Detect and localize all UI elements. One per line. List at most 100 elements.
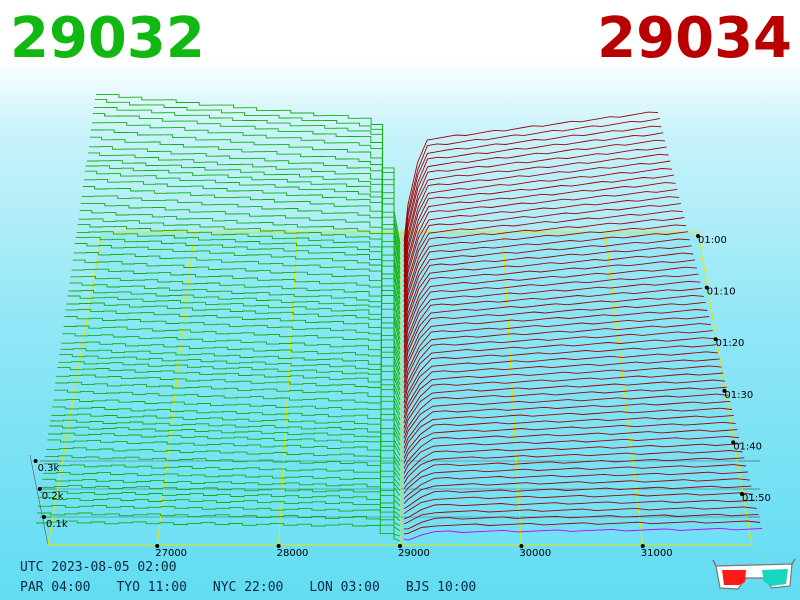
bid-line-33: [69, 282, 401, 375]
bid-line-38: [74, 243, 401, 350]
bid-line-1: [37, 512, 401, 537]
ask-line-40: [403, 245, 692, 338]
city-time-par: PAR 04:00: [20, 580, 91, 595]
bid-line-22: [58, 361, 401, 431]
ask-line-13: [403, 435, 740, 474]
bid-line-32: [68, 290, 401, 380]
time-tick-dot-1: [704, 285, 709, 290]
city-time-nyc: NYC 22:00: [212, 580, 284, 595]
3d-glasses-icon[interactable]: [712, 558, 796, 592]
ask-line-26: [403, 344, 717, 409]
left-wall-edge: [29, 454, 49, 546]
x-tick-dot-31000: [640, 544, 645, 548]
ask-line-6: [403, 485, 752, 510]
city-time-tyo: TYO 11:00: [116, 580, 187, 595]
time-tick-dot-0: [696, 234, 700, 238]
x-gridline-31000: [605, 231, 644, 546]
bid-line-8: [44, 463, 401, 502]
bid-line-3: [39, 497, 401, 527]
ask-line-57: [403, 125, 662, 252]
ask-line-53: [403, 153, 669, 272]
city-time-bjs: BJS 10:00: [405, 580, 477, 595]
ask-line-15: [403, 421, 736, 464]
city-times: PAR 04:00 TYO 11:00 NYC 22:00 LON 03:00 BJS …: [20, 580, 502, 595]
time-tick-label-3: 01:30: [724, 390, 753, 401]
bid-line-7: [43, 471, 401, 507]
ask-line-11: [403, 450, 743, 484]
x-tick-dot-30000: [519, 544, 524, 548]
ask-line-47: [403, 196, 680, 303]
bid-line-56: [92, 112, 401, 259]
ask-line-41: [403, 238, 690, 333]
bid-line-29: [65, 308, 401, 395]
ask-line-16: [403, 414, 734, 459]
bid-line-17: [53, 398, 401, 456]
bid-line-27: [63, 325, 401, 406]
bid-line-31: [67, 295, 401, 385]
z-tick-dot-0.1k: [42, 515, 46, 519]
ask-line-5: [403, 492, 754, 515]
bid-line-40: [76, 231, 401, 340]
time-tick-dot-5: [740, 492, 744, 496]
ask-line-36: [403, 273, 699, 358]
bid-line-30: [66, 302, 401, 390]
bid-line-26: [62, 333, 401, 411]
time-tick-dot-2: [713, 337, 718, 342]
bid-line-5: [41, 485, 401, 517]
ask-line-19: [403, 393, 729, 444]
bid-line-19: [55, 381, 401, 446]
ask-line-1: [403, 520, 761, 535]
bid-line-55: [91, 122, 401, 264]
bid-line-39: [75, 236, 401, 345]
ask-line-56: [403, 132, 664, 257]
ask-line-10: [403, 457, 745, 489]
bid-line-46: [82, 186, 401, 310]
bid-line-6: [42, 478, 401, 512]
bid-line-18: [54, 389, 401, 451]
time-tick-label-5: 01:50: [742, 493, 771, 504]
ask-line-37: [403, 266, 697, 353]
ask-line-45: [403, 210, 683, 313]
city-time-lon: LON 03:00: [309, 580, 380, 595]
bid-line-14: [50, 419, 401, 471]
ask-line-2: [404, 513, 759, 530]
ask-line-48: [403, 188, 678, 298]
bid-line-2: [38, 504, 401, 532]
time-tick-label-2: 01:20: [716, 338, 745, 349]
ask-price: 29034: [597, 6, 792, 71]
ask-line-28: [403, 330, 713, 399]
ask-line-34: [403, 287, 703, 368]
z-tick-dot-0.2k: [37, 487, 42, 491]
chart-labels: 27000 28000 29000 30000 31000 0.3k 0.2k 0.1k 01:…: [33, 234, 771, 559]
time-tick-label-0: 01:00: [698, 235, 727, 246]
ask-line-50: [403, 174, 674, 288]
z-tick-label-0.2k: 0.2k: [42, 491, 64, 502]
bid-line-42: [78, 218, 401, 330]
ask-line-3: [403, 506, 757, 525]
x-tick-dot-27000: [155, 544, 160, 548]
ask-line-42: [403, 231, 689, 328]
ask-line-8: [403, 471, 748, 500]
bid-line-49: [85, 165, 401, 295]
bid-line-4: [40, 490, 401, 522]
bid-line-12: [48, 432, 401, 481]
ask-line-0: [403, 527, 763, 541]
bid-line-13: [49, 425, 401, 476]
x-tick-label-27000: 27000: [155, 548, 187, 559]
bid-line-15: [51, 413, 401, 466]
bid-line-28: [64, 316, 401, 401]
x-tick-dot-29000: [398, 544, 402, 548]
time-tick-dot-3: [722, 388, 727, 393]
bid-line-58: [95, 99, 401, 249]
ask-line-27: [403, 337, 715, 404]
ask-line-51: [403, 168, 673, 283]
ask-line-22: [403, 372, 724, 429]
bid-line-51: [87, 152, 401, 285]
bid-line-24: [60, 348, 401, 421]
bid-line-11: [47, 439, 401, 486]
ask-line-18: [403, 400, 731, 449]
bid-line-50: [86, 160, 401, 290]
x-tick-dot-28000: [276, 544, 281, 548]
ask-line-38: [403, 259, 696, 348]
ask-line-31: [403, 309, 708, 383]
